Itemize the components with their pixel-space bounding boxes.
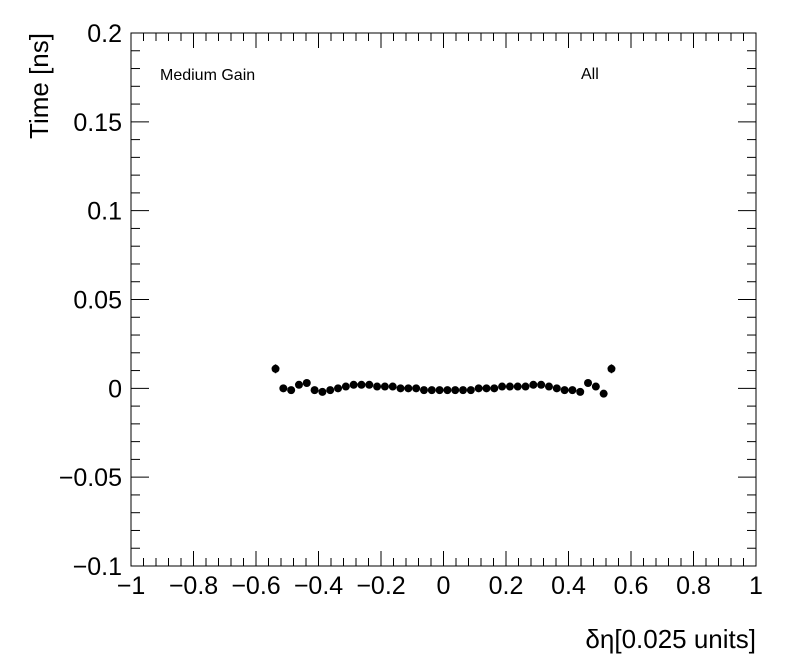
data-point [373, 382, 382, 391]
ticks [130, 32, 757, 567]
data-point [459, 386, 468, 395]
annotation-left: Medium Gain [160, 67, 255, 84]
y-tick-label: 0.15 [73, 109, 122, 137]
y-tick-label: 0.1 [87, 198, 122, 226]
data-point [482, 384, 491, 393]
data-point [498, 382, 507, 391]
x-tick-label: 0.2 [489, 572, 524, 600]
tick-labels: −1 −0.8 −0.6 −0.4 −0.2 0 0.2 0.4 0.6 0.8 1 −0.1 −0.0… [59, 20, 763, 600]
data-point [357, 380, 366, 389]
y-tick-label: 0.2 [87, 20, 122, 48]
data-point [365, 380, 374, 389]
y-tick-label: 0.05 [73, 287, 122, 315]
data-point [318, 387, 327, 396]
x-tick-label: 0 [437, 572, 451, 600]
data-point [326, 386, 335, 395]
data-point [474, 384, 483, 393]
data-point [388, 382, 397, 391]
y-tick-label: −0.05 [59, 464, 122, 492]
x-tick-label: 0.4 [551, 572, 586, 600]
plot-frame [130, 32, 757, 567]
data-point [505, 382, 514, 391]
data-point [404, 384, 413, 393]
data-point [443, 386, 452, 395]
data-point [591, 382, 600, 391]
data-point [435, 386, 444, 395]
data-point [537, 380, 546, 389]
x-tick-label: 1 [749, 572, 763, 600]
data-point [568, 386, 577, 395]
data-point [341, 382, 350, 391]
data-point [419, 386, 428, 395]
data-point [599, 389, 608, 398]
x-tick-label: −0.8 [169, 572, 218, 600]
data-point [287, 386, 296, 395]
x-axis-title: δη[0.025 units] [585, 624, 756, 654]
x-tick-label: 0.8 [676, 572, 711, 600]
x-tick-label: 0.6 [614, 572, 649, 600]
data-point [552, 384, 561, 393]
x-tick-label: −1 [117, 572, 146, 600]
data-point [544, 382, 553, 391]
y-axis-title: Time [ns] [24, 33, 54, 139]
x-tick-label: −0.2 [356, 572, 405, 600]
data-point [302, 379, 311, 388]
data-point [560, 386, 569, 395]
data-points [271, 364, 616, 398]
x-tick-label: −0.6 [231, 572, 280, 600]
data-point [490, 384, 499, 393]
data-point [584, 379, 593, 388]
data-point [521, 382, 530, 391]
y-tick-label: −0.1 [73, 553, 122, 581]
data-point [427, 386, 436, 395]
data-point [334, 384, 343, 393]
data-point [513, 382, 522, 391]
data-point [396, 384, 405, 393]
data-point [529, 380, 538, 389]
x-tick-label: −0.4 [294, 572, 343, 600]
y-tick-label: 0 [108, 375, 122, 403]
data-point [310, 386, 319, 395]
data-point [349, 380, 358, 389]
data-point [607, 364, 616, 373]
data-point [279, 384, 288, 393]
data-point [466, 386, 475, 395]
data-point [412, 384, 421, 393]
data-point [451, 386, 460, 395]
data-point [380, 382, 389, 391]
data-point [294, 380, 303, 389]
data-point [576, 387, 585, 396]
annotation-right: All [581, 66, 599, 83]
data-point [271, 364, 280, 373]
